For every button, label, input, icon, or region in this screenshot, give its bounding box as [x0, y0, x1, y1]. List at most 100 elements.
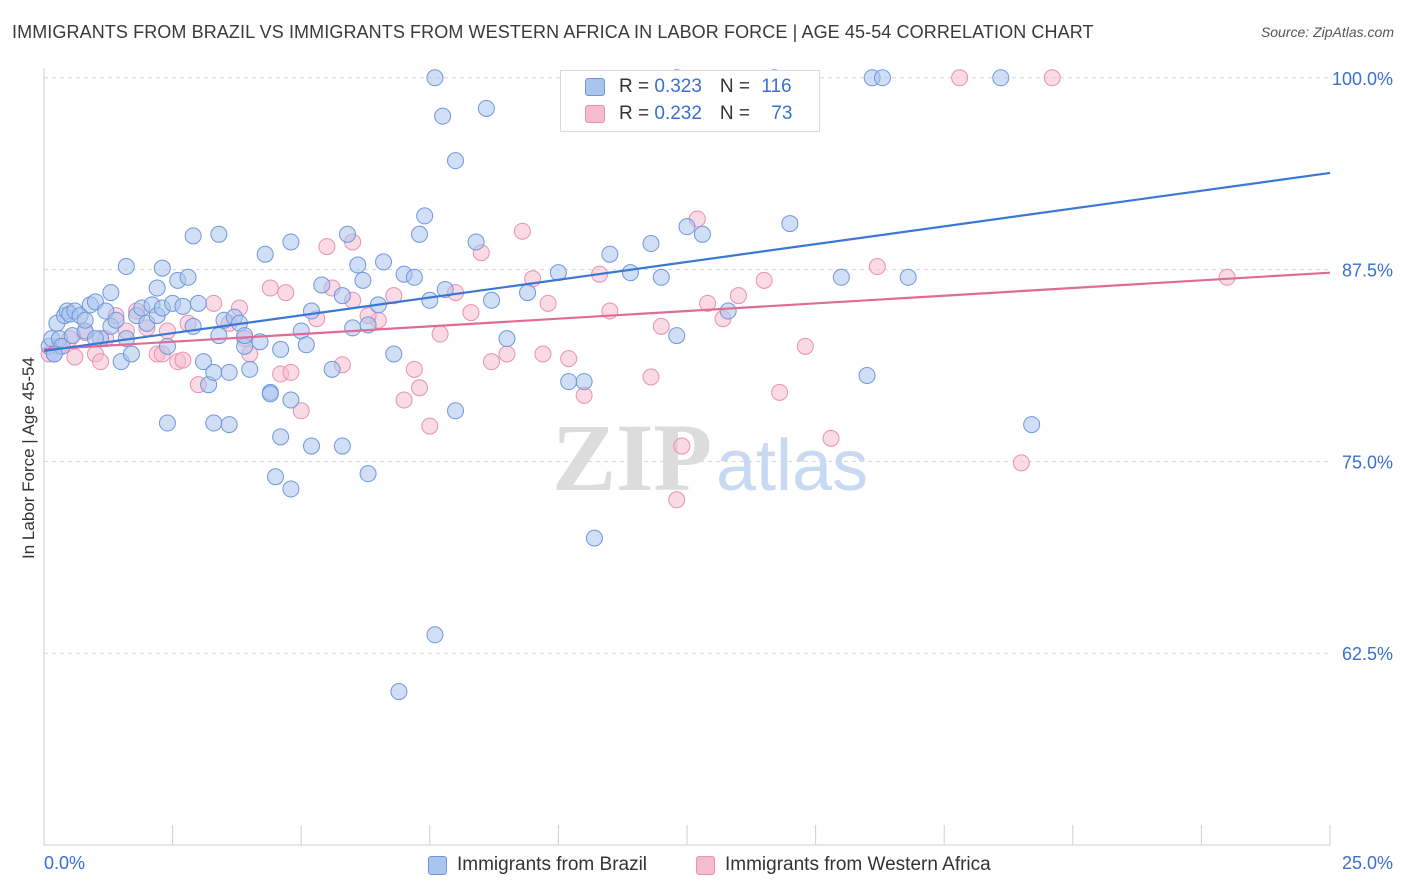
point-brazil-21 [122, 345, 140, 363]
y-axis-label: In Labor Force | Age 45-54 [19, 357, 38, 559]
stats-row-western-africa: R = 0.232 N = 73 [585, 101, 792, 127]
brazil-swatch [585, 78, 605, 96]
point-western-africa-69 [92, 353, 110, 371]
point-western-africa-11 [158, 322, 176, 340]
point-brazil-52 [323, 360, 341, 378]
brazil-r-value: 0.323 [654, 76, 702, 97]
point-brazil-53 [333, 287, 351, 305]
point-brazil-102 [282, 480, 300, 498]
point-brazil-62 [447, 402, 465, 420]
legend-swatch-western-africa [696, 855, 715, 875]
point-brazil-79 [858, 366, 876, 384]
point-western-africa-65 [405, 360, 423, 378]
point-brazil-108 [158, 414, 176, 432]
legend-item-brazil[interactable]: Immigrants from Brazil [428, 851, 647, 879]
point-brazil-80 [899, 268, 917, 286]
western-africa-r-label: R = [619, 103, 655, 124]
point-brazil-40 [220, 363, 238, 381]
point-brazil-63 [467, 233, 485, 251]
point-brazil-55 [354, 271, 372, 289]
point-western-africa-51 [755, 271, 773, 289]
point-brazil-38 [210, 327, 228, 345]
trend-line-western-africa [43, 271, 1331, 351]
point-brazil-106 [272, 428, 290, 446]
point-brazil-100 [359, 465, 377, 483]
point-brazil-98 [390, 683, 408, 701]
point-brazil-71 [642, 235, 660, 253]
point-brazil-85 [210, 225, 228, 243]
point-brazil-76 [719, 302, 737, 320]
point-brazil-47 [272, 340, 290, 358]
point-brazil-57 [385, 345, 403, 363]
point-brazil-120 [261, 385, 279, 403]
point-western-africa-61 [174, 351, 192, 369]
legend-label-western-africa: Immigrants from Western Africa [725, 854, 991, 875]
point-western-africa-58 [1218, 268, 1236, 286]
point-brazil-121 [102, 284, 120, 302]
legend-label-brazil: Immigrants from Brazil [457, 854, 648, 875]
grid-lines [44, 77, 1330, 654]
western-africa-r-value: 0.232 [654, 103, 702, 124]
point-western-africa-71 [534, 345, 552, 363]
point-brazil-81 [1023, 416, 1041, 434]
point-western-africa-59 [668, 491, 686, 509]
source-label: Source: ZipAtlas.com [1260, 24, 1394, 40]
point-brazil-64 [483, 291, 501, 309]
point-brazil-112 [873, 69, 891, 87]
point-western-africa-56 [1012, 454, 1030, 472]
point-brazil-35 [194, 353, 212, 371]
stats-row-brazil: R = 0.323 N = 116 [585, 74, 792, 100]
point-western-africa-15 [205, 294, 223, 312]
point-western-africa-36 [498, 345, 516, 363]
y-tick-label-1: 75.0% [1342, 452, 1393, 472]
point-brazil-95 [447, 152, 465, 170]
y-tick-label-2: 87.5% [1342, 261, 1393, 281]
point-brazil-50 [302, 302, 320, 320]
point-brazil-99 [426, 626, 444, 644]
point-western-africa-35 [483, 353, 501, 371]
point-brazil-77 [781, 215, 799, 233]
tick-labels: 62.5% 75.0% 87.5% 100.0% 0.0% 25.0% [44, 69, 1393, 873]
y-tick-label-0: 62.5% [1342, 644, 1393, 664]
trend-lines [43, 171, 1331, 353]
point-brazil-44 [241, 360, 259, 378]
point-western-africa-68 [277, 284, 295, 302]
point-western-africa-55 [868, 258, 886, 276]
point-brazil-86 [256, 245, 274, 263]
point-brazil-89 [349, 256, 367, 274]
point-brazil-97 [585, 529, 603, 547]
point-western-africa-34 [462, 304, 480, 322]
point-brazil-94 [434, 107, 452, 125]
point-brazil-105 [220, 416, 238, 434]
point-brazil-88 [338, 225, 356, 243]
point-brazil-118 [236, 327, 254, 345]
point-brazil-104 [205, 414, 223, 432]
point-western-africa-60 [951, 69, 969, 87]
brazil-n-value: 116 [761, 76, 792, 97]
point-brazil-107 [333, 437, 351, 455]
point-brazil-69 [601, 245, 619, 263]
point-western-africa-52 [771, 383, 789, 401]
western-africa-n-value: 73 [771, 103, 793, 124]
point-western-africa-29 [395, 391, 413, 409]
point-brazil-91 [411, 225, 429, 243]
watermark: ZIP atlas [552, 404, 868, 511]
point-brazil-34 [189, 294, 207, 312]
x-tick-label-1: 25.0% [1342, 853, 1393, 873]
point-western-africa-32 [431, 325, 449, 343]
point-western-africa-28 [385, 287, 403, 305]
point-western-africa-30 [411, 379, 429, 397]
point-brazil-82 [117, 258, 135, 276]
point-western-africa-31 [421, 417, 439, 435]
correlation-stats-box: R = 0.323 N = 116 R = 0.232 N = 73 [560, 70, 820, 132]
point-brazil-113 [992, 69, 1010, 87]
trend-line-brazil [43, 171, 1331, 353]
point-brazil-84 [184, 227, 202, 245]
point-brazil-96 [477, 99, 495, 117]
legend-item-western-africa[interactable]: Immigrants from Western Africa [696, 851, 991, 879]
point-western-africa-37 [513, 222, 531, 240]
point-brazil-51 [313, 276, 331, 294]
point-brazil-92 [416, 207, 434, 225]
point-brazil-90 [375, 253, 393, 271]
